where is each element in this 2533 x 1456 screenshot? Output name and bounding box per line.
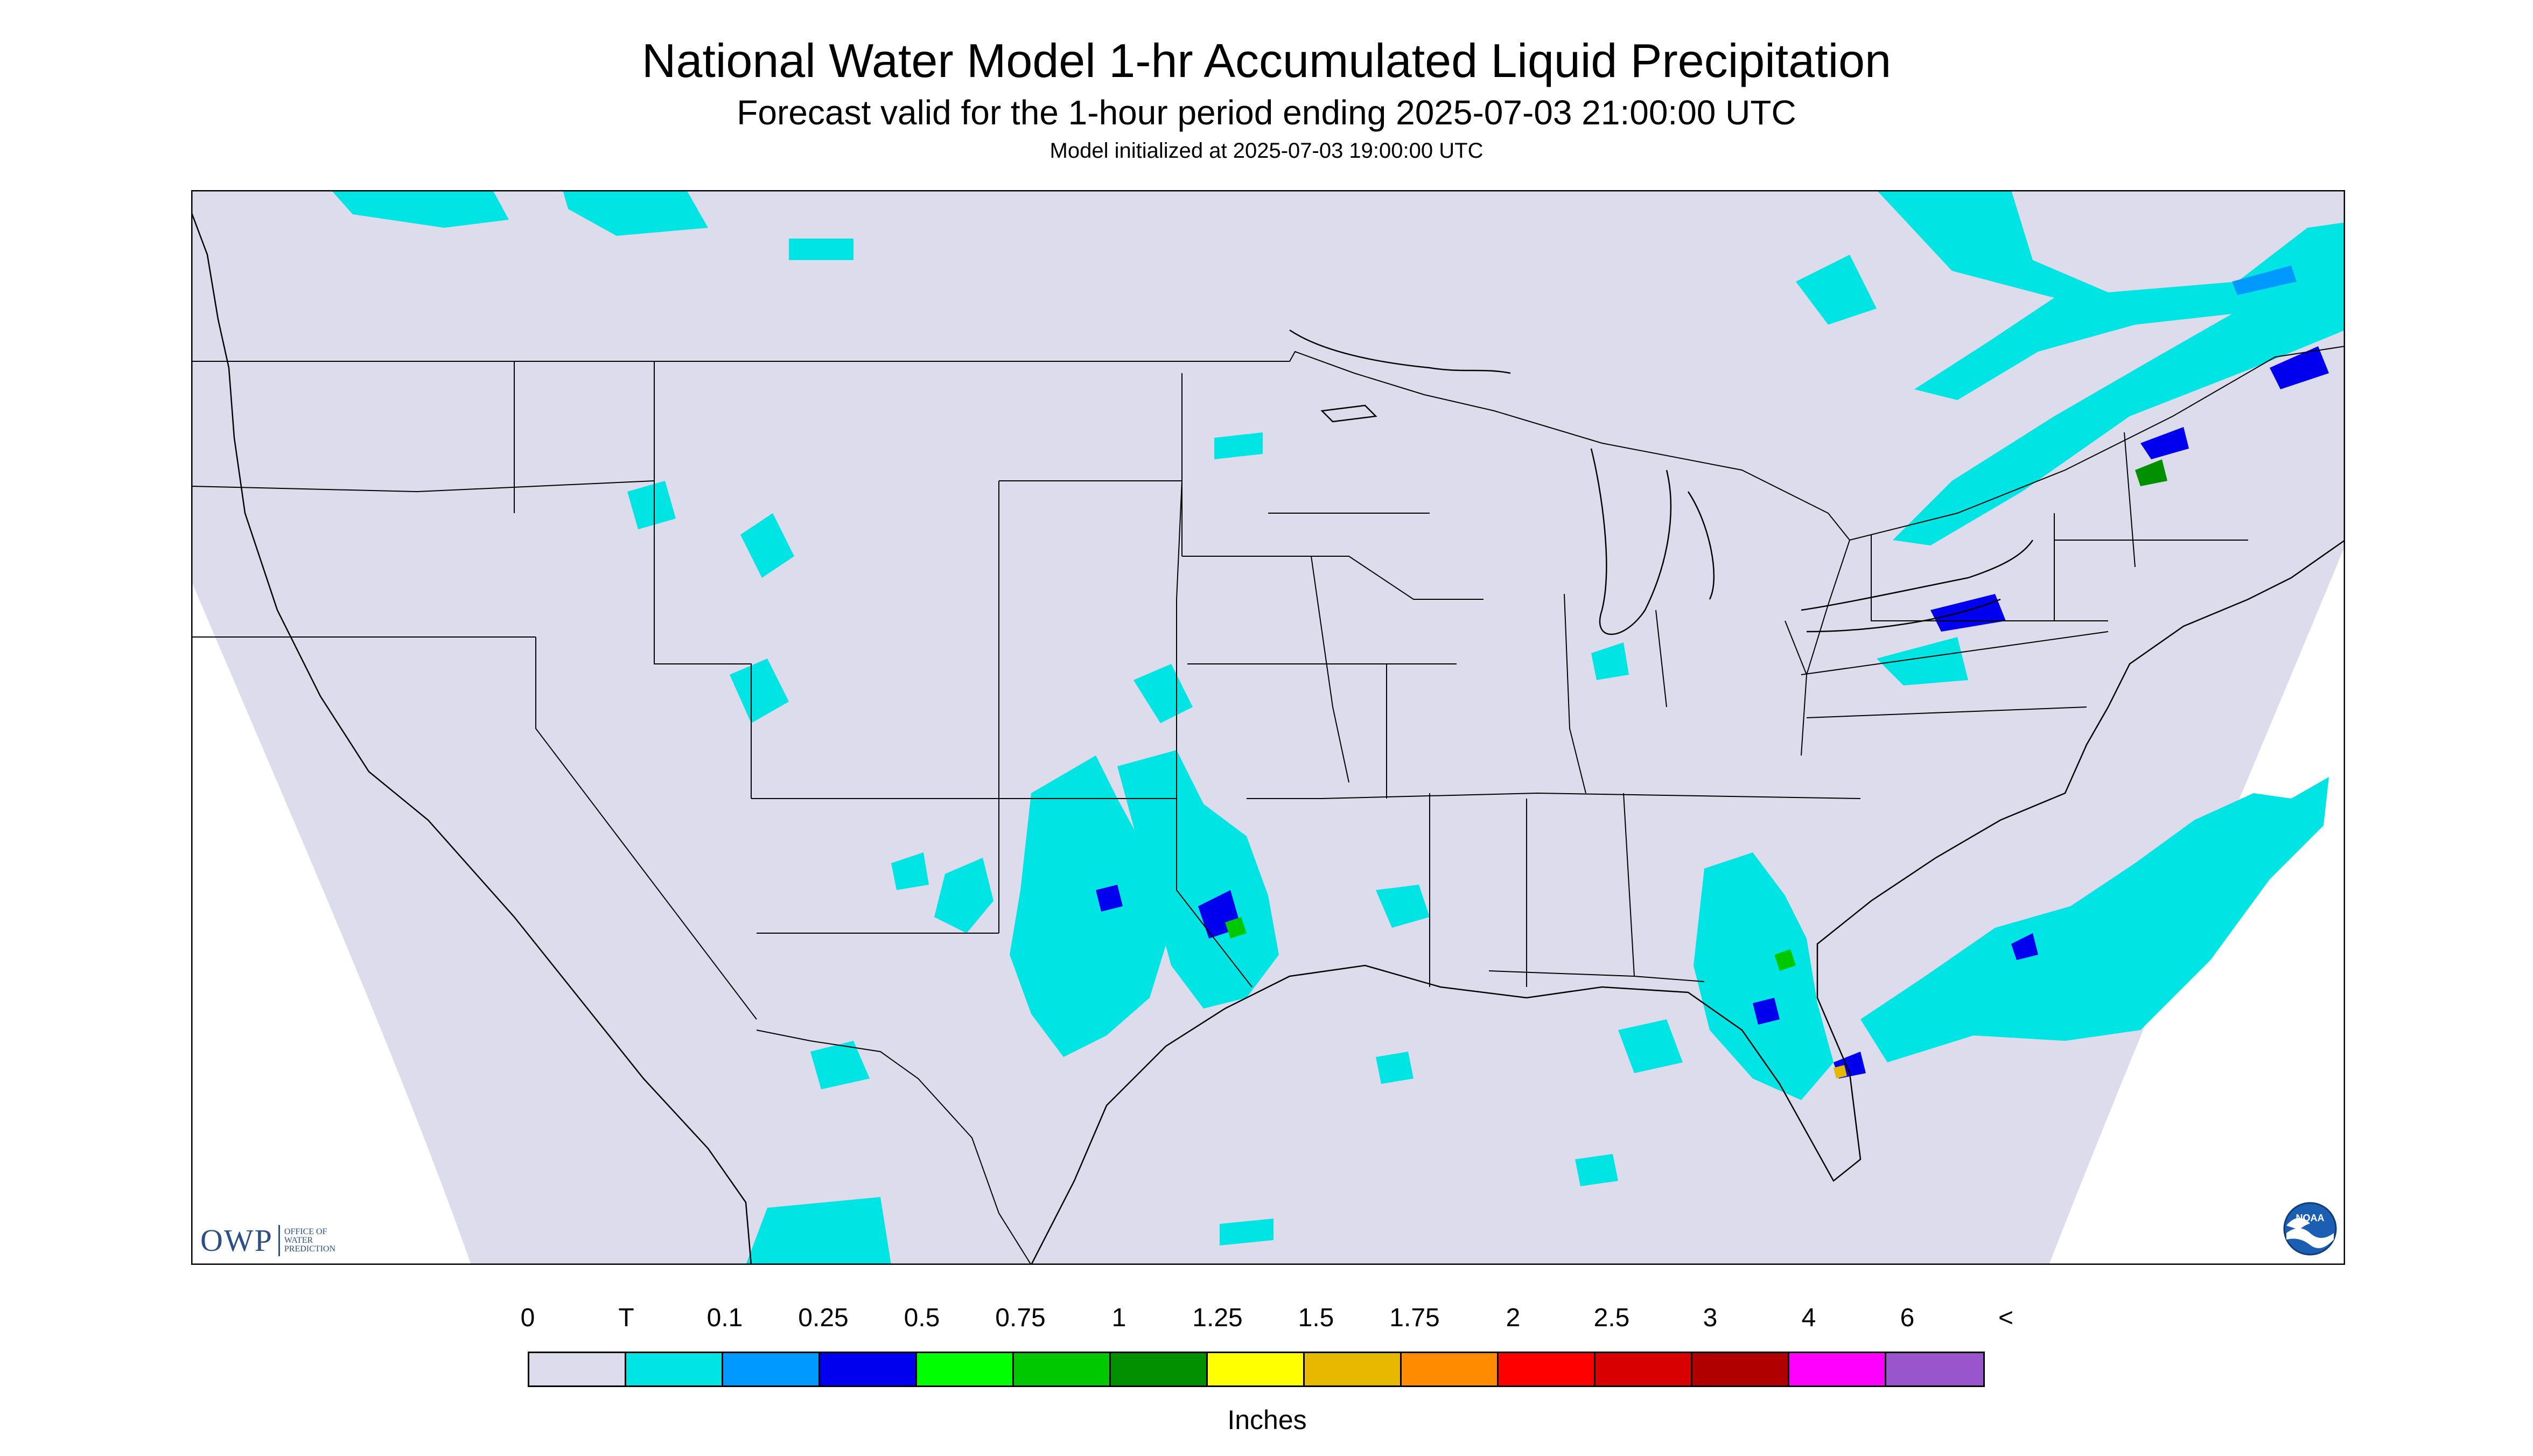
legend-tick-label: 4	[1801, 1304, 1816, 1332]
legend-tick-label: 0	[520, 1304, 535, 1332]
legend-swatch	[917, 1353, 1014, 1385]
political-boundaries	[191, 346, 2345, 1265]
owp-logo: OWP OFFICE OF WATER PREDICTION	[200, 1222, 344, 1258]
legend-tick-label: 6	[1900, 1304, 1915, 1332]
owp-logo-divider	[278, 1224, 280, 1256]
legend-swatch	[1692, 1353, 1789, 1385]
legend-color-bar	[528, 1352, 1985, 1387]
heavier-precipitation-cores	[1096, 265, 2329, 1079]
legend-tick-label: <	[1998, 1304, 2014, 1332]
legend-swatch	[1596, 1353, 1692, 1385]
legend-tick-label: 1.25	[1192, 1304, 1243, 1332]
coastlines	[191, 211, 2345, 1265]
map-subtitle: Forecast valid for the 1-hour period end…	[737, 93, 1796, 132]
legend-swatch	[1014, 1353, 1111, 1385]
owp-logo-subtext: OFFICE OF WATER PREDICTION	[284, 1227, 335, 1254]
noaa-logo-text: NOAA	[2296, 1213, 2325, 1223]
legend-tick-label: 1.75	[1389, 1304, 1440, 1332]
legend-tick-label: 2.5	[1593, 1304, 1630, 1332]
precipitation-field	[331, 190, 2345, 1265]
legend-swatch	[820, 1353, 917, 1385]
legend-units: Inches	[1227, 1405, 1307, 1435]
legend-tick-label: 1.5	[1298, 1304, 1334, 1332]
legend-tick-label: 0.1	[706, 1304, 743, 1332]
legend-swatch	[1208, 1353, 1305, 1385]
legend-tick-label: 0.25	[798, 1304, 849, 1332]
legend-swatch	[1886, 1353, 1983, 1385]
legend-tick-label: 3	[1703, 1304, 1718, 1332]
map-title: National Water Model 1-hr Accumulated Li…	[641, 34, 1892, 87]
legend-tick-label: T	[618, 1304, 634, 1332]
noaa-logo: NOAA	[2283, 1202, 2337, 1256]
legend-swatch	[1305, 1353, 1402, 1385]
legend-swatch	[626, 1353, 723, 1385]
legend-tick-label: 2	[1506, 1304, 1521, 1332]
legend-tick-label: 1	[1111, 1304, 1126, 1332]
legend-swatch	[529, 1353, 626, 1385]
model-init-note: Model initialized at 2025-07-03 19:00:00…	[1049, 139, 1484, 163]
color-legend: 0 T 0.1 0.25 0.5 0.75 1 1.25 1.5 1.75 2 2.5 3 4 6 < Inc…	[521, 1303, 2013, 1448]
legend-swatch	[1402, 1353, 1499, 1385]
map-frame	[191, 190, 2345, 1265]
legend-tick-label: 0.75	[995, 1304, 1046, 1332]
legend-swatch	[1789, 1353, 1886, 1385]
precipitation-map	[191, 190, 2345, 1265]
legend-swatch	[723, 1353, 820, 1385]
owp-logo-text: OWP	[200, 1223, 273, 1258]
legend-swatch	[1111, 1353, 1208, 1385]
legend-swatch	[1499, 1353, 1596, 1385]
outside-domain-left	[191, 580, 471, 1265]
legend-tick-label: 0.5	[904, 1304, 940, 1332]
